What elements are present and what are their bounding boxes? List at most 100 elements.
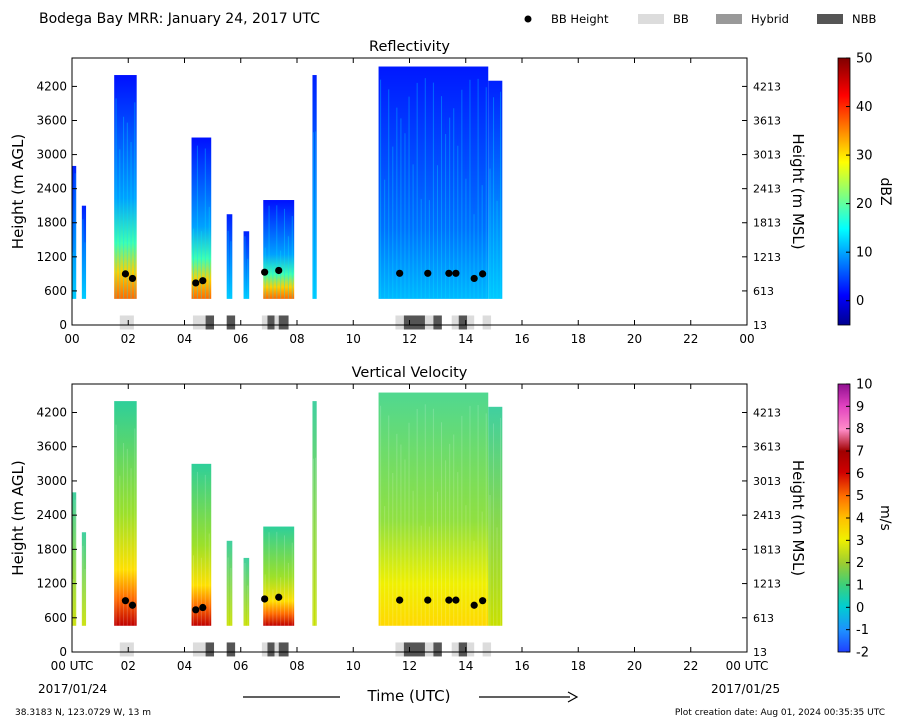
bb-height-point (445, 269, 453, 277)
x-tick-label: 16 (514, 332, 529, 346)
colorbar-tick-label: 9 (856, 400, 864, 415)
bb-height-point (396, 596, 404, 604)
legend-bb-height-marker-icon (524, 15, 532, 23)
rain-column (72, 492, 77, 626)
bb-height-point (479, 270, 487, 278)
bb-class-bar (451, 315, 459, 330)
legend-label: Hybrid (751, 12, 789, 26)
bb-height-point (452, 596, 460, 604)
y-tick-label: 1200 (36, 250, 67, 264)
bb-class-bar (395, 315, 404, 330)
colorbar-label: m/s (877, 505, 893, 531)
legend-item-nbb: NBB (817, 12, 876, 26)
rain-column (263, 526, 295, 626)
bb-height-point (121, 270, 130, 278)
y-tick-label: 1800 (36, 542, 67, 556)
x-tick-label: 08 (289, 332, 304, 346)
rain-column (312, 401, 317, 626)
rain-column (81, 532, 87, 626)
colorbar-tick-label: 2 (856, 556, 864, 571)
y-tick-label-right: 613 (753, 612, 774, 625)
bb-class-bar (451, 642, 459, 657)
bb-height-point (121, 597, 130, 605)
y-tick-label-right: 1213 (753, 578, 781, 591)
bb-class-bar (458, 315, 468, 330)
rain-column (226, 214, 233, 299)
bb-class-bar (403, 315, 425, 330)
bb-height-point (424, 269, 432, 277)
colorbar-label: dBZ (877, 177, 893, 205)
legend-item-bb: BB (638, 12, 689, 26)
bb-class-bar (467, 642, 475, 657)
y-axis-label-right: Height (m MSL) (789, 133, 807, 249)
x-tick-label: 20 (627, 332, 642, 346)
bb-class-bar (192, 642, 206, 657)
x-tick-label: 06 (233, 659, 248, 673)
x-tick-label: 00 (64, 332, 79, 346)
y-tick-label-right: 1213 (753, 251, 781, 264)
y-tick-label: 2400 (36, 508, 67, 522)
y-tick-label-right: 4213 (753, 407, 781, 420)
legend-swatch-nbb (817, 14, 843, 24)
rain-column (191, 137, 212, 299)
bb-height-point (452, 269, 460, 277)
x-tick-label: 04 (177, 332, 192, 346)
colorbar-tick-label: 20 (856, 197, 873, 212)
colorbar-tick-label: 30 (856, 149, 873, 164)
rain-column (72, 165, 77, 299)
bb-class-bar (267, 642, 275, 657)
end-date-label: 2017/01/25 (711, 682, 780, 696)
colorbar-gradient (837, 57, 851, 326)
x-tick-label: 16 (514, 659, 529, 673)
bb-class-bar (119, 315, 134, 330)
creation-date-note: Plot creation date: Aug 01, 2024 00:35:3… (675, 708, 885, 718)
rain-column (114, 401, 137, 626)
y-tick-label: 3600 (36, 440, 67, 454)
x-tick-label: 00 (739, 332, 754, 346)
bb-height-point (424, 596, 432, 604)
x-tick-label: 12 (402, 659, 417, 673)
rain-column (378, 66, 489, 299)
bb-class-bar (261, 315, 268, 330)
rain-column (243, 557, 250, 626)
y-tick-label-right: 13 (753, 646, 767, 659)
legend-item-bb-height: BB Height (524, 12, 609, 26)
y-tick-label-right: 3613 (753, 114, 781, 127)
xlabel-arrowhead-icon (567, 691, 579, 703)
x-tick-label: 12 (402, 332, 417, 346)
legend-label: NBB (852, 12, 876, 26)
y-tick-label-right: 3013 (753, 475, 781, 488)
bb-class-bar (119, 642, 134, 657)
bb-class-bar (261, 642, 268, 657)
colorbar-tick-label: 0 (856, 601, 864, 616)
bb-class-bar (278, 642, 289, 657)
colorbar-tick-label: 40 (856, 100, 873, 115)
y-axis-label: Height (m AGL) (9, 460, 27, 575)
x-tick-label: 08 (289, 659, 304, 673)
y-tick-label-right: 613 (753, 285, 774, 298)
bb-class-bar (424, 315, 434, 330)
bb-class-bar (482, 642, 492, 657)
colorbar-tick-label: 10 (856, 378, 873, 393)
y-tick-label: 4200 (36, 406, 67, 420)
bb-class-bar (274, 315, 279, 330)
bb-class-bar (192, 315, 206, 330)
colorbar-tick-label: 1 (856, 579, 864, 594)
x-tick-label: 00 UTC (51, 659, 94, 673)
x-tick-label: 14 (458, 332, 473, 346)
colorbar-tick-label: -2 (856, 646, 869, 661)
x-tick-label: 10 (346, 659, 361, 673)
location-note: 38.3183 N, 123.0729 W, 13 m (15, 708, 151, 718)
bb-height-point (275, 593, 283, 601)
bb-class-bar (205, 642, 215, 657)
x-tick-label: 20 (627, 659, 642, 673)
colorbar: -2 -1 0 1 2 3 4 5 6 7 8 9 10 m/s (837, 378, 893, 661)
start-date-label: 2017/01/24 (38, 682, 107, 696)
bb-height-point (275, 266, 283, 275)
x-axis-label: Time (UTC) (367, 687, 451, 705)
bb-class-bar (226, 642, 236, 657)
y-tick-label-right: 4213 (753, 80, 781, 93)
bb-class-bar (205, 315, 215, 330)
colorbar-tick-label: 3 (856, 534, 864, 549)
